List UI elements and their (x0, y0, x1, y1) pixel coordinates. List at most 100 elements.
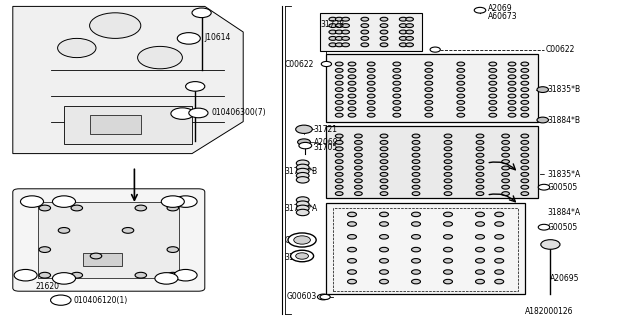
Circle shape (502, 160, 509, 164)
Text: 010406120(1): 010406120(1) (74, 296, 128, 305)
Circle shape (444, 222, 452, 226)
Circle shape (393, 113, 401, 117)
Circle shape (489, 81, 497, 85)
Circle shape (298, 139, 310, 145)
Circle shape (361, 30, 369, 34)
Circle shape (348, 62, 356, 66)
Circle shape (335, 134, 343, 138)
Circle shape (348, 270, 356, 274)
Circle shape (521, 134, 529, 138)
Circle shape (380, 153, 388, 157)
Text: 2: 2 (164, 273, 169, 282)
Circle shape (476, 247, 484, 252)
Text: G93306: G93306 (285, 236, 315, 245)
Circle shape (412, 147, 420, 151)
Circle shape (521, 179, 529, 183)
Circle shape (521, 166, 529, 170)
Text: 1: 1 (29, 196, 35, 205)
Circle shape (412, 247, 420, 252)
Circle shape (399, 30, 407, 34)
Circle shape (521, 68, 529, 72)
Circle shape (502, 172, 509, 176)
Circle shape (335, 17, 343, 21)
Circle shape (296, 125, 312, 133)
Circle shape (444, 235, 452, 239)
Bar (326, 54, 538, 122)
Circle shape (380, 134, 388, 138)
Circle shape (348, 107, 356, 111)
Circle shape (380, 212, 388, 217)
Circle shape (335, 75, 343, 79)
Circle shape (335, 43, 343, 47)
Circle shape (502, 140, 509, 144)
Bar (326, 126, 538, 198)
Circle shape (335, 62, 343, 66)
Circle shape (367, 81, 375, 85)
Circle shape (537, 87, 548, 92)
Circle shape (412, 140, 420, 144)
Circle shape (367, 94, 375, 98)
Circle shape (508, 81, 516, 85)
Circle shape (335, 88, 343, 92)
Circle shape (476, 185, 484, 189)
Circle shape (521, 153, 529, 157)
Circle shape (335, 147, 343, 151)
Circle shape (476, 153, 484, 157)
Circle shape (538, 224, 550, 230)
Text: J10614: J10614 (205, 33, 231, 42)
Text: A182000126: A182000126 (525, 308, 573, 316)
Circle shape (380, 179, 388, 183)
Text: 2: 2 (170, 196, 175, 205)
Circle shape (476, 147, 484, 151)
Circle shape (393, 94, 401, 98)
Circle shape (412, 270, 420, 274)
Text: 31884*A: 31884*A (547, 208, 580, 217)
Circle shape (495, 212, 504, 217)
Circle shape (380, 43, 388, 47)
Bar (320, 13, 422, 51)
Text: 21620: 21620 (35, 282, 60, 291)
Circle shape (296, 177, 309, 183)
Text: G00505: G00505 (547, 183, 577, 192)
Circle shape (186, 82, 205, 91)
Circle shape (476, 179, 484, 183)
Circle shape (521, 192, 529, 196)
Circle shape (367, 88, 375, 92)
Circle shape (355, 147, 362, 151)
Circle shape (294, 236, 310, 244)
Circle shape (52, 196, 76, 207)
Circle shape (342, 43, 349, 47)
Circle shape (476, 166, 484, 170)
Circle shape (457, 113, 465, 117)
Circle shape (329, 36, 337, 40)
Text: 2: 2 (61, 273, 67, 282)
Circle shape (296, 197, 309, 203)
Circle shape (476, 235, 484, 239)
Circle shape (167, 205, 179, 211)
Text: A20694: A20694 (314, 138, 343, 147)
Circle shape (521, 113, 529, 117)
Circle shape (380, 270, 388, 274)
Circle shape (335, 68, 343, 72)
Circle shape (508, 113, 516, 117)
Circle shape (14, 269, 37, 281)
Circle shape (380, 166, 388, 170)
Circle shape (355, 185, 362, 189)
Circle shape (355, 140, 362, 144)
Circle shape (489, 113, 497, 117)
Circle shape (502, 185, 509, 189)
Circle shape (361, 17, 369, 21)
Circle shape (508, 107, 516, 111)
Circle shape (367, 113, 375, 117)
Circle shape (521, 107, 529, 111)
Circle shape (299, 142, 312, 149)
Circle shape (20, 196, 44, 207)
Circle shape (177, 33, 200, 44)
Circle shape (39, 272, 51, 278)
Circle shape (457, 68, 465, 72)
Circle shape (367, 68, 375, 72)
Circle shape (476, 192, 484, 196)
Circle shape (135, 272, 147, 278)
Circle shape (296, 253, 308, 259)
Circle shape (489, 68, 497, 72)
